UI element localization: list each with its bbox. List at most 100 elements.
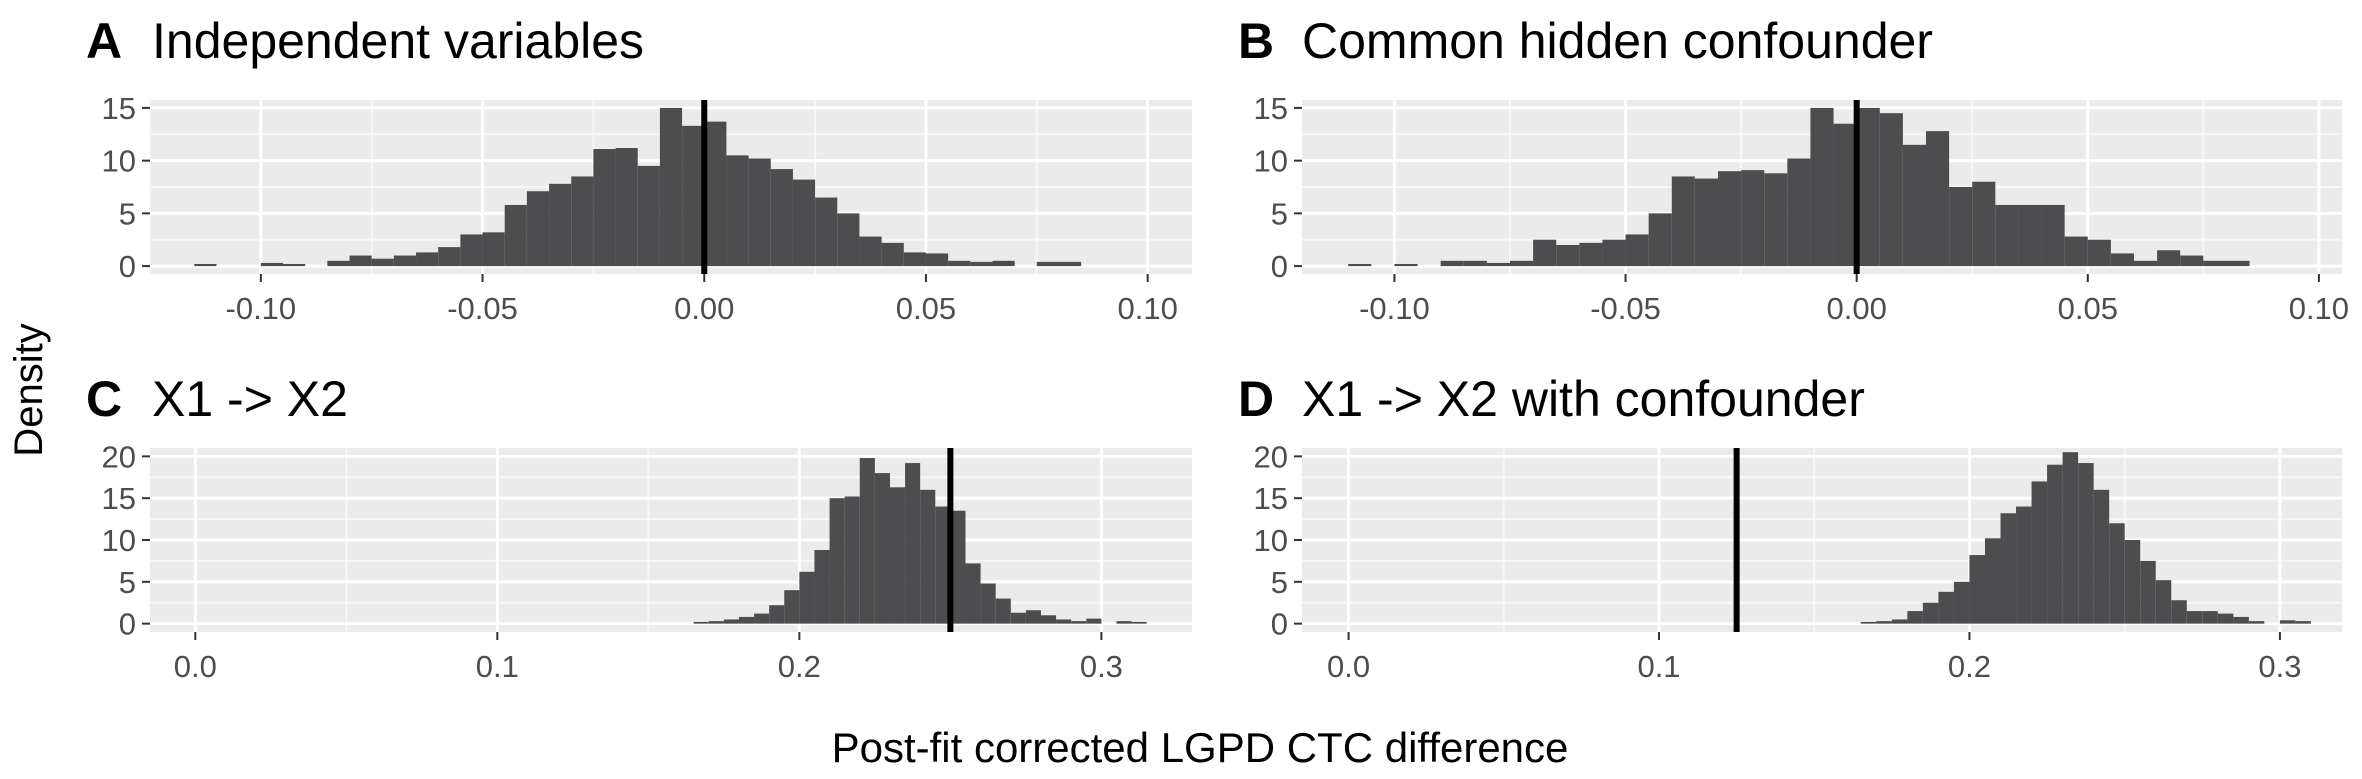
panel-c-histogram-bar xyxy=(935,506,951,624)
panel-a-title: Independent variables xyxy=(152,13,644,69)
panel-a-histogram-bar xyxy=(593,149,616,267)
panel-b-histogram-bar xyxy=(1764,173,1788,267)
panel-b-histogram-bar xyxy=(1810,107,1834,267)
panel-c-histogram-bar xyxy=(1040,615,1057,624)
panel-a-x-tick-label: -0.10 xyxy=(226,291,297,326)
panel-d-histogram-bar xyxy=(2217,613,2234,624)
panel-a-histogram-bar xyxy=(349,255,372,267)
panel-a-x-tick-label: 0.05 xyxy=(896,291,956,326)
panel-d-histogram-bar xyxy=(2171,600,2187,624)
panel-c-x-tick-label: 0.2 xyxy=(778,649,821,684)
panel-a-histogram-bar xyxy=(526,191,550,267)
y-axis-title: Density xyxy=(7,323,51,456)
panel-b-histogram-bar xyxy=(1741,170,1765,267)
panel-d-histogram-bar xyxy=(1969,555,1985,624)
panel-b-y-tick-label: 15 xyxy=(1254,91,1288,126)
panel-c-y-tick-label: 15 xyxy=(102,481,136,516)
panel-a-histogram-bar xyxy=(837,213,860,267)
panel-a-histogram-bar xyxy=(393,255,417,267)
panel-c-histogram-bar xyxy=(844,496,860,624)
panel-c-histogram-bar xyxy=(708,621,724,624)
panel-c-title: X1 -> X2 xyxy=(152,371,348,427)
panel-d-y-tick-label: 5 xyxy=(1271,565,1288,600)
panel-a-histogram-bar xyxy=(859,236,882,267)
panel-b-histogram-bar xyxy=(1510,260,1534,267)
panel-b-histogram-bar xyxy=(2064,236,2088,267)
panel-a-histogram-bar xyxy=(260,262,284,267)
panel-a-histogram-bar xyxy=(770,169,793,267)
panel-b-histogram-bar xyxy=(2203,260,2227,267)
panel-a-histogram-bar xyxy=(283,263,306,267)
panel-c-histogram-bar xyxy=(1131,621,1147,624)
panel-c-y-tick-label: 0 xyxy=(119,607,136,642)
panel-d-letter: D xyxy=(1238,371,1274,427)
panel-b-histogram-bar xyxy=(1556,245,1580,267)
panel-b-histogram-bar xyxy=(1833,123,1857,267)
panel-b-histogram-bar xyxy=(1972,181,1996,267)
panel-d-x-tick-label: 0.1 xyxy=(1637,649,1680,684)
panel-d-histogram-bar xyxy=(2047,464,2063,624)
panel-c-x-tick-label: 0.1 xyxy=(476,649,519,684)
panel-d-y-tick-label: 0 xyxy=(1271,607,1288,642)
panel-a-histogram-bar xyxy=(504,204,527,267)
panel-b-histogram-bar xyxy=(1579,242,1603,267)
panel-c-y-tick-label: 10 xyxy=(102,523,136,558)
panel-c-histogram-bar xyxy=(950,510,966,624)
panel-c-histogram-bar xyxy=(1086,618,1102,624)
panel-b-y-tick-label: 0 xyxy=(1271,249,1288,284)
panel-b-letter: B xyxy=(1238,13,1274,69)
panel-c-histogram-bar xyxy=(1056,619,1072,624)
panel-a-histogram-bar xyxy=(637,165,660,267)
panel-d-histogram-bar xyxy=(2062,452,2079,624)
panel-b-histogram-bar xyxy=(1533,239,1557,267)
panel-b-histogram-bar xyxy=(2157,250,2181,267)
panel-a-histogram-bar xyxy=(438,247,461,267)
panel-c-histogram-bar xyxy=(723,619,739,624)
panel-d-histogram-bar xyxy=(2093,489,2110,624)
panel-b-histogram-bar xyxy=(2018,204,2042,267)
panel-b-title: Common hidden confounder xyxy=(1302,13,1933,69)
panel-b-histogram-bar xyxy=(1348,263,1372,267)
panel-a-histogram-bar xyxy=(659,107,683,267)
panel-b: B Common hidden confounder 0 5 10 15 -0.10 -0… xyxy=(1238,13,2349,326)
panel-a-histogram-bar xyxy=(1058,261,1082,267)
panel-a-histogram-bar xyxy=(416,252,439,267)
panel-b-histogram-bar xyxy=(2180,255,2204,267)
panel-a-histogram-bar xyxy=(549,183,572,267)
panel-d-histogram-bar xyxy=(2279,620,2296,624)
panel-a-histogram-bar xyxy=(748,158,771,267)
panel-a-histogram-bar xyxy=(327,260,350,267)
panel-a-histogram-bar xyxy=(970,261,993,267)
panel-d-y-tick-label: 15 xyxy=(1254,481,1288,516)
panel-d-histogram-bar xyxy=(1953,581,1970,624)
panel-b-x-tick-label: 0.00 xyxy=(1826,291,1886,326)
panel-d-histogram-bar xyxy=(2186,611,2203,624)
panel-c-histogram-bar xyxy=(754,613,770,624)
panel-a: A Independent variables 0 5 10 15 -0.10 -0.05… xyxy=(86,13,1192,326)
panel-d-title: X1 -> X2 with confounder xyxy=(1302,371,1865,427)
panel-d-histogram-bar xyxy=(1984,538,2001,624)
panel-b-histogram-bar xyxy=(1949,187,1973,267)
panel-b-histogram-bar xyxy=(2134,260,2158,267)
panel-a-y-tick-label: 0 xyxy=(119,249,136,284)
panel-b-histogram-bar xyxy=(1787,158,1811,267)
panel-b-y-tick-label: 5 xyxy=(1271,196,1288,231)
panel-c-y-tick-label: 20 xyxy=(102,439,136,474)
panel-a-histogram-bar xyxy=(615,147,638,267)
panel-c-histogram-bar xyxy=(1025,610,1041,624)
panel-b-histogram-bar xyxy=(1394,263,1418,267)
panel-b-histogram-bar xyxy=(1995,204,2019,267)
panel-c-histogram-bar xyxy=(920,489,936,624)
panel-c-y-tick-label: 5 xyxy=(119,565,136,600)
panel-c-histogram-bar xyxy=(693,621,709,624)
panel-d-histogram-bar xyxy=(2109,523,2125,624)
panel-b-histogram-bar xyxy=(1718,171,1742,267)
panel-d-histogram-bar xyxy=(2000,513,2017,624)
panel-b-histogram-bar xyxy=(1602,239,1626,267)
panel-d-histogram-bar xyxy=(1922,602,1939,624)
panel-a-histogram-bar xyxy=(992,260,1015,267)
panel-a-y-tick-label: 10 xyxy=(102,144,136,179)
panel-c-histogram-bar xyxy=(995,598,1011,624)
panel-a-histogram-bar xyxy=(460,234,483,267)
